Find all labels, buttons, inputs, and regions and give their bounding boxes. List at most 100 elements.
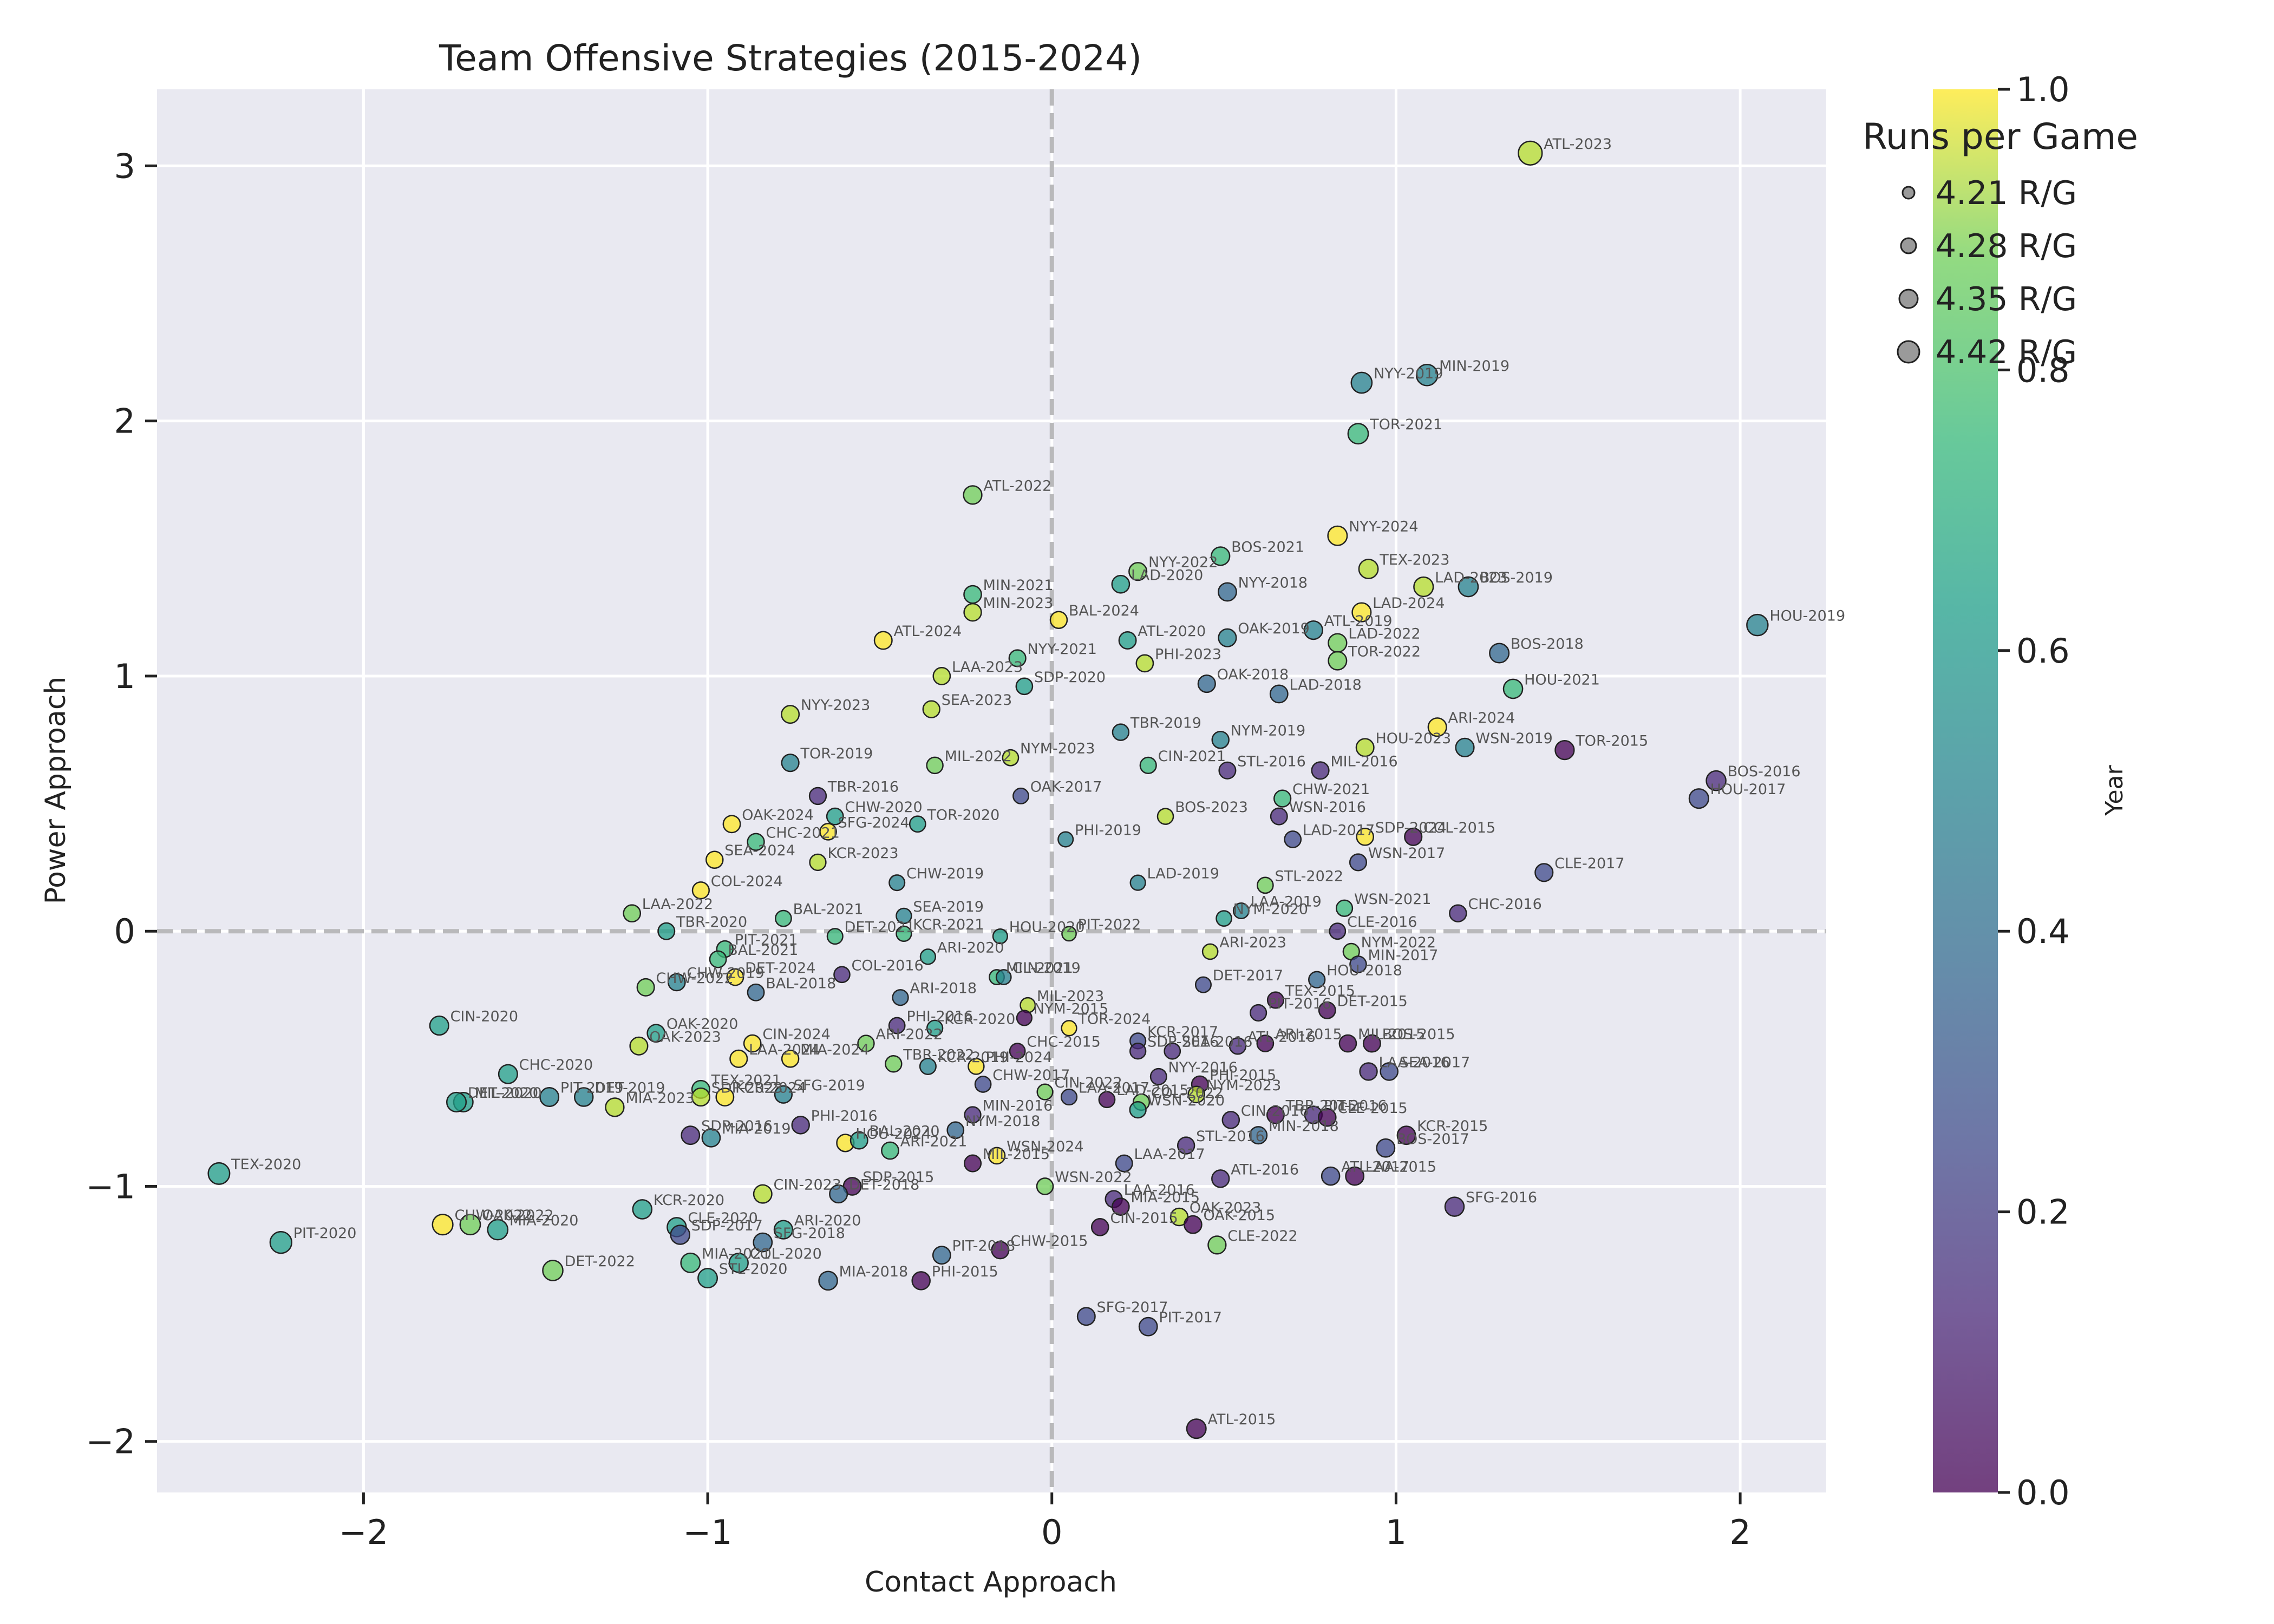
point-label: SEA-2024: [724, 842, 795, 859]
data-point: [808, 787, 827, 806]
point-label: COL-2022: [1151, 1085, 1223, 1102]
point-label: LAA-2016: [1124, 1182, 1195, 1199]
point-label: KCR-2017: [1147, 1024, 1218, 1040]
data-point: [623, 904, 642, 923]
data-point: [896, 907, 912, 925]
point-label: CIN-2016: [1241, 1103, 1309, 1119]
point-label: KCR-2019: [938, 1049, 1009, 1066]
point-label: WSN-2021: [1354, 891, 1432, 908]
data-point: [1250, 1004, 1267, 1022]
data-point: [1036, 1083, 1054, 1101]
data-point: [1129, 874, 1146, 891]
data-point: [705, 850, 724, 869]
point-label: CIN-2022: [1054, 1075, 1122, 1091]
data-point: [1356, 828, 1375, 846]
point-label: NYY-2022: [1148, 554, 1218, 571]
data-point: [963, 585, 982, 604]
point-label: PIT-2017: [1159, 1309, 1222, 1326]
data-point: [542, 1260, 564, 1281]
point-label: MIL-2021: [1006, 960, 1073, 977]
data-point: [701, 1128, 721, 1148]
legend-entry-label: 4.42 R/G: [1936, 333, 2077, 371]
data-point: [1458, 576, 1479, 598]
point-label: NYM-2023: [1020, 741, 1095, 757]
data-point: [1318, 1001, 1336, 1019]
size-legend: Runs per Game 4.21 R/G 4.28 R/G 4.35 R/G 4.…: [1863, 116, 2138, 371]
point-label: SFG-2016: [1466, 1189, 1537, 1206]
data-point: [1129, 1101, 1147, 1119]
data-point: [1211, 731, 1230, 749]
data-point: [826, 807, 844, 826]
data-point: [1016, 1010, 1033, 1026]
point-label: SEA-2019: [913, 899, 984, 915]
chart-title: Team Offensive Strategies (2015-2024): [439, 37, 1142, 79]
legend-entry-label: 4.35 R/G: [1936, 280, 2077, 318]
point-label: BOS-2017: [1396, 1131, 1469, 1148]
point-label: CIN-2020: [450, 1009, 518, 1025]
point-label: TBR-2016: [827, 778, 899, 795]
data-point: [1061, 1020, 1077, 1037]
point-label: BOS-2021: [1231, 539, 1304, 555]
point-label: BAL-2021: [728, 942, 798, 959]
legend-marker: [1897, 340, 1920, 364]
point-label: KCR-2023: [827, 845, 898, 862]
data-point: [1335, 899, 1354, 917]
colorbar: [1933, 89, 1998, 1492]
point-label: LAA-2015: [1365, 1159, 1436, 1176]
point-label: NYM-2015: [1034, 1000, 1108, 1017]
point-label: LAA-2017: [1079, 1080, 1149, 1097]
data-point: [657, 922, 676, 940]
data-point: [781, 754, 800, 772]
data-point: [1266, 1105, 1285, 1124]
data-point: [1376, 1138, 1396, 1158]
data-point: [1232, 902, 1250, 920]
data-point: [922, 700, 940, 718]
data-point: [747, 983, 765, 1001]
y-tick-label: −1: [86, 1167, 135, 1206]
point-label: LAD-2015: [1116, 1082, 1188, 1099]
point-label: MIA-2021: [702, 1246, 771, 1262]
x-axis-label: Contact Approach: [865, 1566, 1117, 1599]
data-point: [926, 756, 944, 775]
data-point: [1115, 1154, 1133, 1173]
point-label: TOR-2020: [926, 807, 999, 823]
data-point: [1303, 620, 1323, 640]
data-point: [873, 631, 893, 650]
point-label: WSN-2024: [1007, 1138, 1084, 1155]
point-label: MIL-2022: [945, 748, 1012, 765]
point-label: BAL-2024: [1069, 603, 1139, 619]
legend-title: Runs per Game: [1863, 116, 2138, 158]
data-point: [1156, 808, 1174, 825]
point-label: CLE-2020: [688, 1210, 757, 1227]
point-label: SFG-2019: [794, 1077, 865, 1094]
point-label: LAD-2020: [1131, 567, 1203, 584]
y-axis-label: Power Approach: [40, 677, 72, 905]
point-label: ATL-2015: [1207, 1411, 1276, 1428]
data-point: [1444, 1196, 1465, 1217]
point-label: LAA-2022: [642, 896, 713, 913]
data-point: [747, 833, 765, 851]
data-point: [1396, 1125, 1416, 1145]
point-label: MIN-2017: [1368, 947, 1439, 964]
data-point: [833, 966, 851, 984]
point-label: OAK-2018: [1217, 666, 1289, 683]
data-point: [791, 1116, 810, 1135]
data-point: [888, 1017, 906, 1034]
data-point: [1317, 1108, 1337, 1127]
data-point: [1706, 770, 1727, 791]
data-point: [269, 1230, 293, 1254]
data-point: [888, 874, 906, 892]
point-label: BOS-2016: [1728, 763, 1801, 780]
data-point: [1135, 654, 1154, 673]
data-point: [1311, 761, 1330, 780]
point-label: PIT-2018: [952, 1238, 1016, 1255]
legend-marker: [1901, 186, 1916, 200]
point-label: CHW-2022: [454, 1207, 532, 1224]
point-label: SDP-2017: [691, 1217, 763, 1234]
point-label: OAK-2023: [649, 1029, 721, 1045]
point-label: CHW-2019: [687, 965, 764, 981]
point-label: ARI-2021: [900, 1133, 968, 1150]
data-point: [1449, 904, 1467, 922]
legend-marker: [1900, 237, 1917, 254]
point-label: NYM-2022: [1361, 934, 1436, 951]
